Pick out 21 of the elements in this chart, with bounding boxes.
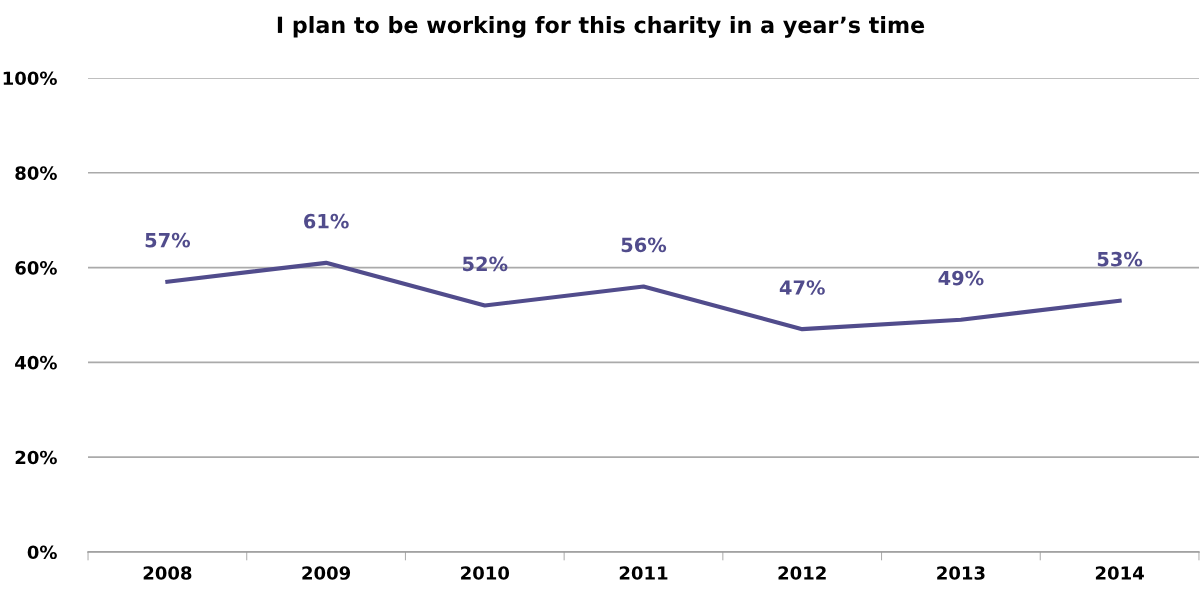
x-tick-label: 2009 — [302, 566, 351, 580]
y-tick-label: 100% — [3, 71, 57, 86]
data-label: 57% — [145, 232, 191, 248]
y-tick-label: 0% — [27, 545, 57, 560]
x-tick-label: 2011 — [619, 566, 668, 580]
y-tick-label: 40% — [15, 355, 57, 370]
x-tick-label: 2012 — [778, 566, 826, 580]
data-label: 47% — [779, 280, 825, 295]
x-tick-label: 2010 — [461, 566, 510, 580]
data-label: 53% — [1097, 251, 1143, 267]
chart-title: I plan to be working for this charity in a year’s time — [277, 16, 925, 38]
x-tick-label: 2008 — [143, 566, 192, 580]
y-tick-label: 60% — [15, 261, 57, 275]
data-label: 56% — [621, 237, 667, 253]
x-tick-label: 2013 — [937, 566, 985, 580]
data-label: 52% — [463, 256, 508, 272]
data-label: 49% — [938, 270, 984, 286]
x-tick-label: 2014 — [1095, 566, 1144, 580]
y-tick-label: 20% — [15, 450, 57, 465]
y-tick-label: 80% — [15, 166, 57, 180]
data-label: 61% — [304, 213, 349, 229]
